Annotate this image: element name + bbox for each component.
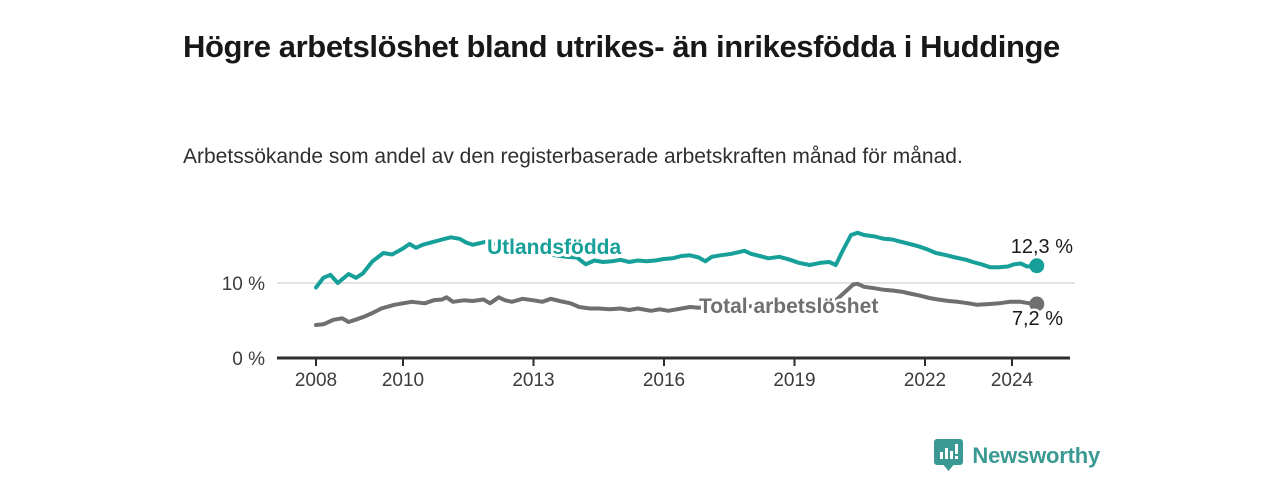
end-dot-utlandsfodda [1029, 258, 1045, 274]
x-tick-label-2024: 2024 [991, 370, 1034, 391]
x-tick-label-2008: 2008 [295, 370, 337, 391]
series-lines [314, 230, 1039, 327]
y-tick-label-10: 10 % [222, 274, 265, 295]
y-tick-label-0: 0 % [232, 349, 265, 370]
end-value-label-total: 7,2 % [1012, 308, 1063, 330]
series-label-total: Total arbetslöshet [699, 295, 878, 318]
newsworthy-logo[interactable]: Newsworthy [934, 439, 1100, 472]
x-axis-ticks: 2008 2010 2013 2016 2019 2022 2024 [295, 358, 1034, 391]
end-dot-total [1029, 296, 1045, 312]
bar-chart-speech-bubble-icon [934, 439, 964, 471]
series-end-dots [1029, 258, 1045, 312]
chart-subtitle: Arbetssökande som andel av den registerb… [183, 145, 963, 168]
x-tick-label-2022: 2022 [904, 370, 946, 391]
x-tick-label-2019: 2019 [773, 370, 815, 391]
end-value-label-utlandsfodda: 12,3 % [1011, 236, 1073, 258]
x-tick-label-2016: 2016 [643, 370, 685, 391]
series-inline-labels: Utlandsfödda Total arbetslöshet [484, 233, 881, 321]
series-line-total [314, 281, 1039, 327]
series-label-utlandsfodda: Utlandsfödda [487, 236, 621, 259]
x-tick-label-2013: 2013 [512, 370, 554, 391]
series-line-utlandsfodda [314, 230, 1039, 290]
y-axis-labels: 0 % 10 % [222, 274, 265, 370]
chart-title: Högre arbetslöshet bland utrikes- än inr… [183, 28, 1060, 64]
series-end-value-labels: 12,3 % 7,2 % [1008, 234, 1075, 333]
newsworthy-logo-text: Newsworthy [972, 442, 1100, 468]
x-tick-label-2010: 2010 [382, 370, 424, 391]
